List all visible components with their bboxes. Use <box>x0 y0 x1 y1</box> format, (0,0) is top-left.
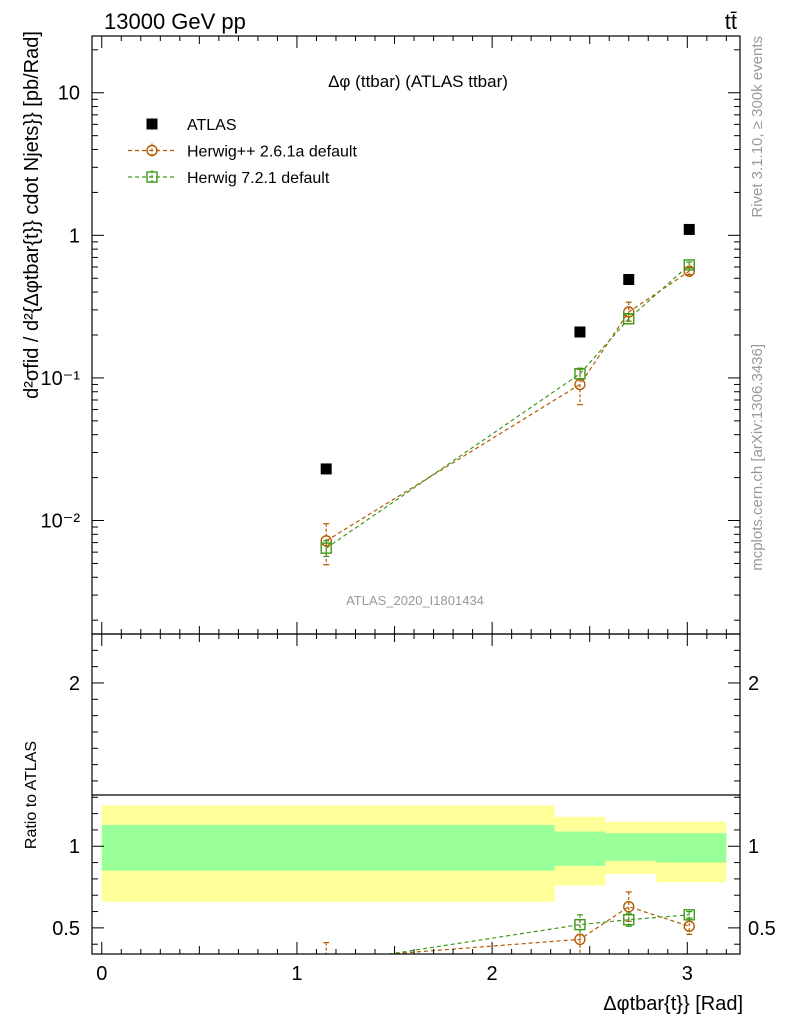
ratio-point-0-2 <box>623 900 635 913</box>
ratio-point-0-3 <box>683 920 695 932</box>
ratio-uncertainty-bands <box>101 805 727 902</box>
inner-band <box>656 833 727 863</box>
main-y-tick-label: 1 <box>69 225 80 247</box>
ratio-y-tick-label: 1 <box>69 836 80 858</box>
x-axis-label: Δφtbar{t}} [Rad] <box>603 993 743 1015</box>
ratio-series-lines <box>323 891 693 954</box>
point-2-1 <box>574 368 586 380</box>
ratio-y-tick-label-right: 1 <box>748 836 759 858</box>
legend-marker <box>146 118 158 130</box>
inner-band <box>101 825 555 871</box>
rivet-label: Rivet 3.1.10, ≥ 300k events <box>749 36 766 218</box>
ratio-frame <box>91 633 741 955</box>
legend-label: Herwig++ 2.6.1a default <box>187 144 357 161</box>
ratio-y-tick-label: 2 <box>69 673 80 695</box>
ratio-y-tick-label: 0.5 <box>52 918 80 940</box>
ratio-point-1-2 <box>623 914 635 926</box>
point-0-0 <box>320 463 332 475</box>
ratio-y-tick-label-right: 2 <box>748 673 759 695</box>
point-0-1 <box>574 326 586 338</box>
x-tick-label: 0 <box>96 963 107 985</box>
main-y-axis-label: d²σfid / d²{Δφtbar{t}} cdot Njets}} [pb/… <box>21 31 43 399</box>
point-1-2 <box>623 306 635 318</box>
series-line-1 <box>325 270 690 542</box>
ratio-point-1-0 <box>321 959 331 969</box>
point-2-2 <box>623 313 635 325</box>
legend-label: ATLAS <box>187 117 237 134</box>
main-y-tick-label: 10⁻¹ <box>41 368 81 390</box>
main-title: Δφ (ttbar) (ATLAS ttbar) <box>328 72 508 91</box>
main-series-lines <box>323 261 693 566</box>
point-0-3 <box>683 223 695 235</box>
ratio-data-points <box>321 900 695 969</box>
mcplots-label: mcplots.cern.ch [arXiv:1306.3436] <box>749 344 766 571</box>
ratio-x-tick-labels: 0 1 2 3 <box>96 963 693 985</box>
ratio-y-tick-label-right: 0.5 <box>748 918 776 940</box>
main-ticks <box>92 36 740 634</box>
main-data-points <box>320 223 695 554</box>
inner-band <box>554 831 606 866</box>
x-tick-label: 2 <box>487 963 498 985</box>
legend-marker <box>146 171 158 183</box>
point-1-0 <box>320 535 332 547</box>
ratio-point-1-3 <box>683 909 695 921</box>
main-y-tick-label: 10 <box>58 83 80 105</box>
ratio-line-0 <box>381 905 690 954</box>
point-0-2 <box>623 274 635 286</box>
ratio-point-0-1 <box>574 933 586 946</box>
series-line-2 <box>325 264 690 549</box>
main-y-tick-label: 10⁻² <box>41 511 81 533</box>
inner-band <box>605 833 657 861</box>
ratio-y-tick-labels: 0.5 0.5 1 1 2 2 <box>52 673 776 940</box>
x-tick-label: 1 <box>291 963 302 985</box>
point-2-0 <box>320 542 332 554</box>
ratio-point-1-1 <box>574 918 586 931</box>
point-1-1 <box>574 378 586 391</box>
legend-marker <box>146 144 158 157</box>
main-panel: 10 1 10⁻¹ 10⁻² Δφ (ttbar) (ATLAS ttbar) ATL… <box>41 35 741 635</box>
ratio-ticks <box>92 633 740 954</box>
main-y-tick-labels: 10 1 10⁻¹ 10⁻² <box>41 83 81 533</box>
ratio-line-1 <box>385 914 690 954</box>
legend-label: Herwig 7.2.1 default <box>187 170 330 187</box>
point-1-3 <box>683 265 695 277</box>
header-right: tt̄ <box>725 9 737 34</box>
analysis-watermark: ATLAS_2020_I1801434 <box>346 593 484 608</box>
legend: ATLAS Herwig++ 2.6.1a default Herwig 7.2.1… <box>128 117 357 187</box>
ratio-point-0-0 <box>323 953 330 954</box>
header-left: 13000 GeV pp <box>104 9 246 34</box>
point-2-3 <box>683 259 695 271</box>
ratio-panel: 0.5 0.5 1 1 2 2 0 1 2 3 <box>52 633 776 985</box>
x-tick-label: 3 <box>682 963 693 985</box>
ratio-y-axis-label: Ratio to ATLAS <box>23 741 40 849</box>
